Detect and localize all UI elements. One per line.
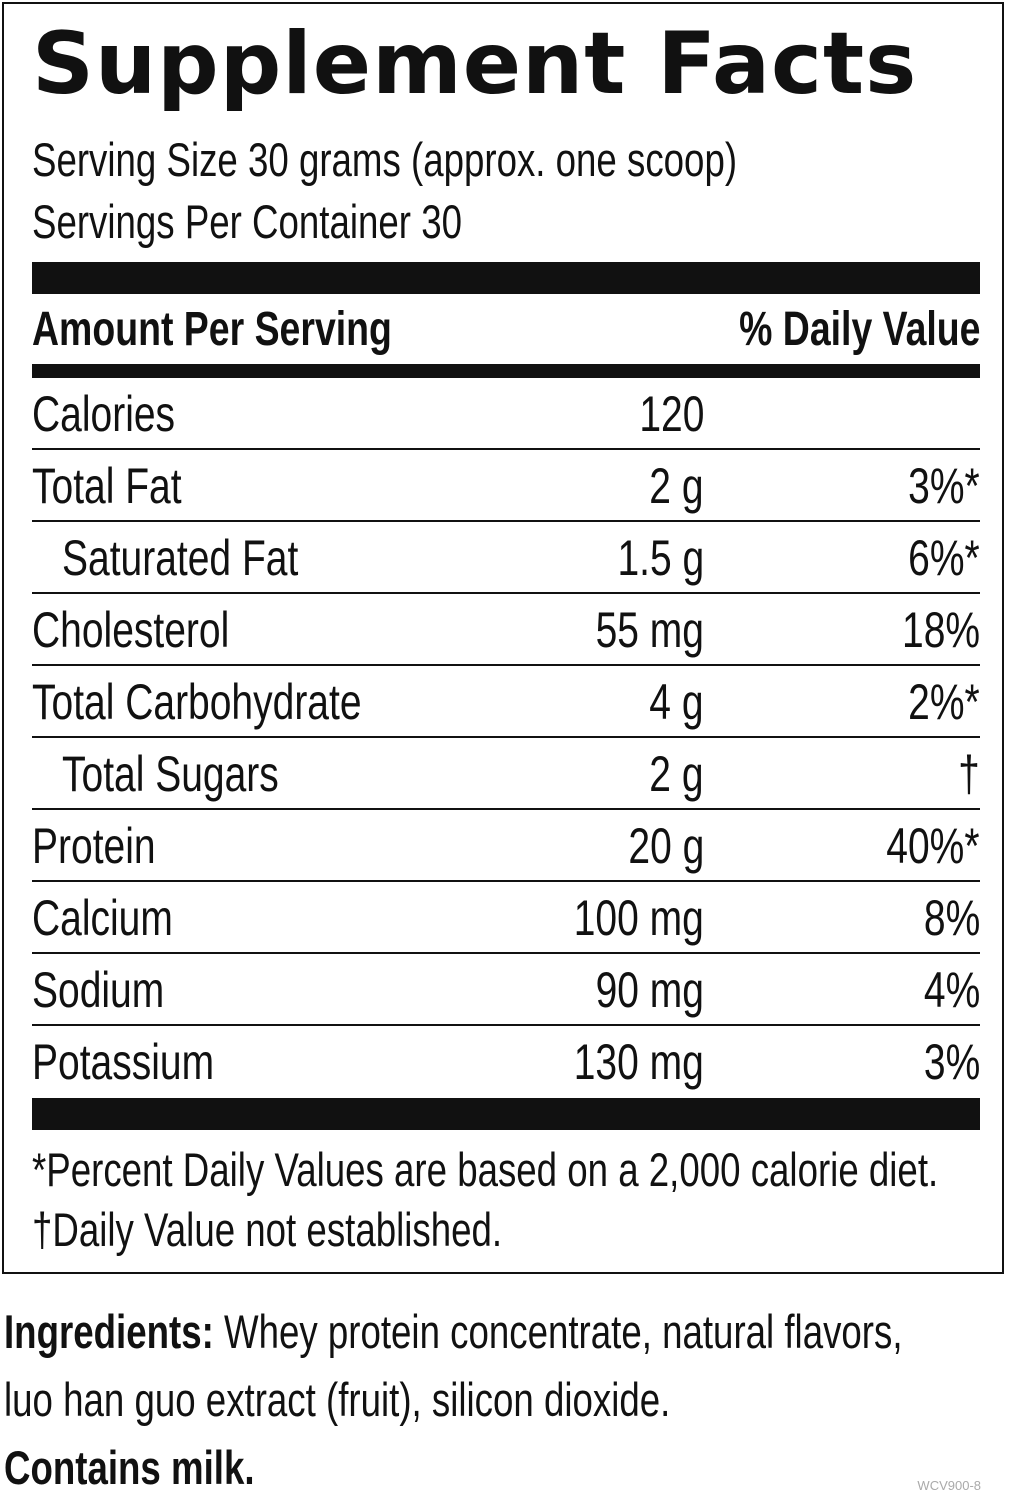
servings-per-container: Servings Per Container 30 (32, 195, 462, 248)
ingredients-line-2: luo han guo extract (fruit), silicon dio… (4, 1373, 671, 1426)
nutrient-row-protein: Protein 20 g 40%* (32, 810, 980, 882)
nutrient-row-saturated-fat: Saturated Fat 1.5 g 6%* (32, 522, 980, 594)
nutrient-row-calcium: Calcium 100 mg 8% (32, 882, 980, 954)
panel-title: Supplement Facts (32, 14, 918, 114)
nutrient-row-total-carbohydrate: Total Carbohydrate 4 g 2%* (32, 666, 980, 738)
allergen-statement: Contains milk. (4, 1441, 255, 1494)
ingredients-line-1: Ingredients: Whey protein concentrate, n… (4, 1298, 994, 1366)
ingredients-label: Ingredients: (4, 1305, 214, 1358)
serving-size: Serving Size 30 grams (approx. one scoop… (32, 133, 738, 186)
nutrient-row-cholesterol: Cholesterol 55 mg 18% (32, 594, 980, 666)
nutrient-row-total-fat: Total Fat 2 g 3%* (32, 450, 980, 522)
daily-value-heading: % Daily Value (738, 303, 980, 356)
ingredients-section: Ingredients: Whey protein concentrate, n… (4, 1298, 994, 1502)
nutrient-row-calories: Calories 120 (32, 378, 980, 450)
nutrient-row-sodium: Sodium 90 mg 4% (32, 954, 980, 1026)
nutrient-row-potassium: Potassium 130 mg 3% (32, 1034, 980, 1090)
thick-divider-top (32, 262, 980, 294)
nutrient-row-total-sugars: Total Sugars 2 g † (32, 738, 980, 810)
footnote-not-established: †Daily Value not established. (32, 1203, 503, 1256)
amount-per-serving-heading: Amount Per Serving (32, 303, 392, 356)
table-header: Amount Per Serving % Daily Value (32, 300, 980, 360)
medium-divider (32, 364, 980, 378)
nutrient-table: Calories 120 Total Fat 2 g 3%* Saturated… (32, 378, 980, 1098)
product-code: WCV900-8 (917, 1478, 981, 1493)
thick-divider-bottom (32, 1098, 980, 1130)
supplement-facts-panel (2, 2, 1004, 1274)
footnote-percent-dv: *Percent Daily Values are based on a 2,0… (32, 1143, 939, 1196)
ingredients-text-1: Whey protein concentrate, natural flavor… (213, 1305, 903, 1358)
